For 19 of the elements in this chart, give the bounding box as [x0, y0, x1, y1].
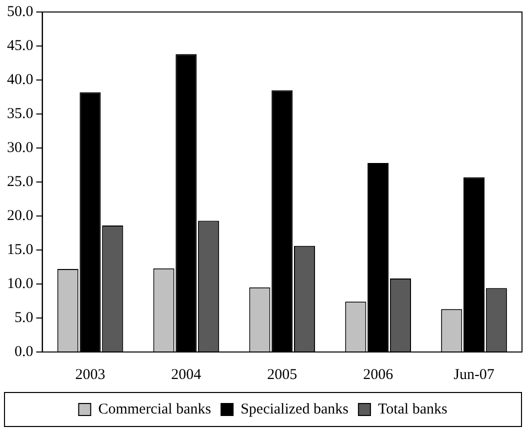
x-tick-label: Jun-07: [454, 366, 495, 383]
y-tick-label: 45.0: [7, 38, 34, 54]
y-tick-label: 5.0: [14, 310, 34, 326]
y-tick-label: 40.0: [7, 72, 34, 88]
y-tick-label: 15.0: [7, 242, 34, 258]
x-tick-label: 2006: [363, 366, 394, 383]
x-tick-label: 2004: [171, 366, 202, 383]
legend-label: Specialized banks: [240, 401, 349, 418]
y-tick-label: 35.0: [7, 106, 34, 122]
legend-label: Commercial banks: [98, 401, 212, 418]
x-tick-label: 2003: [75, 366, 106, 383]
y-tick-label: 30.0: [7, 140, 34, 156]
y-tick-label: 50.0: [7, 4, 34, 20]
y-tick-label: 25.0: [7, 174, 34, 190]
y-tick-label: 0.0: [14, 344, 34, 360]
legend-label: Total banks: [378, 401, 448, 418]
y-tick-label: 20.0: [7, 208, 34, 224]
y-tick-label: 10.0: [7, 276, 34, 292]
x-tick-label: 2005: [267, 366, 298, 383]
